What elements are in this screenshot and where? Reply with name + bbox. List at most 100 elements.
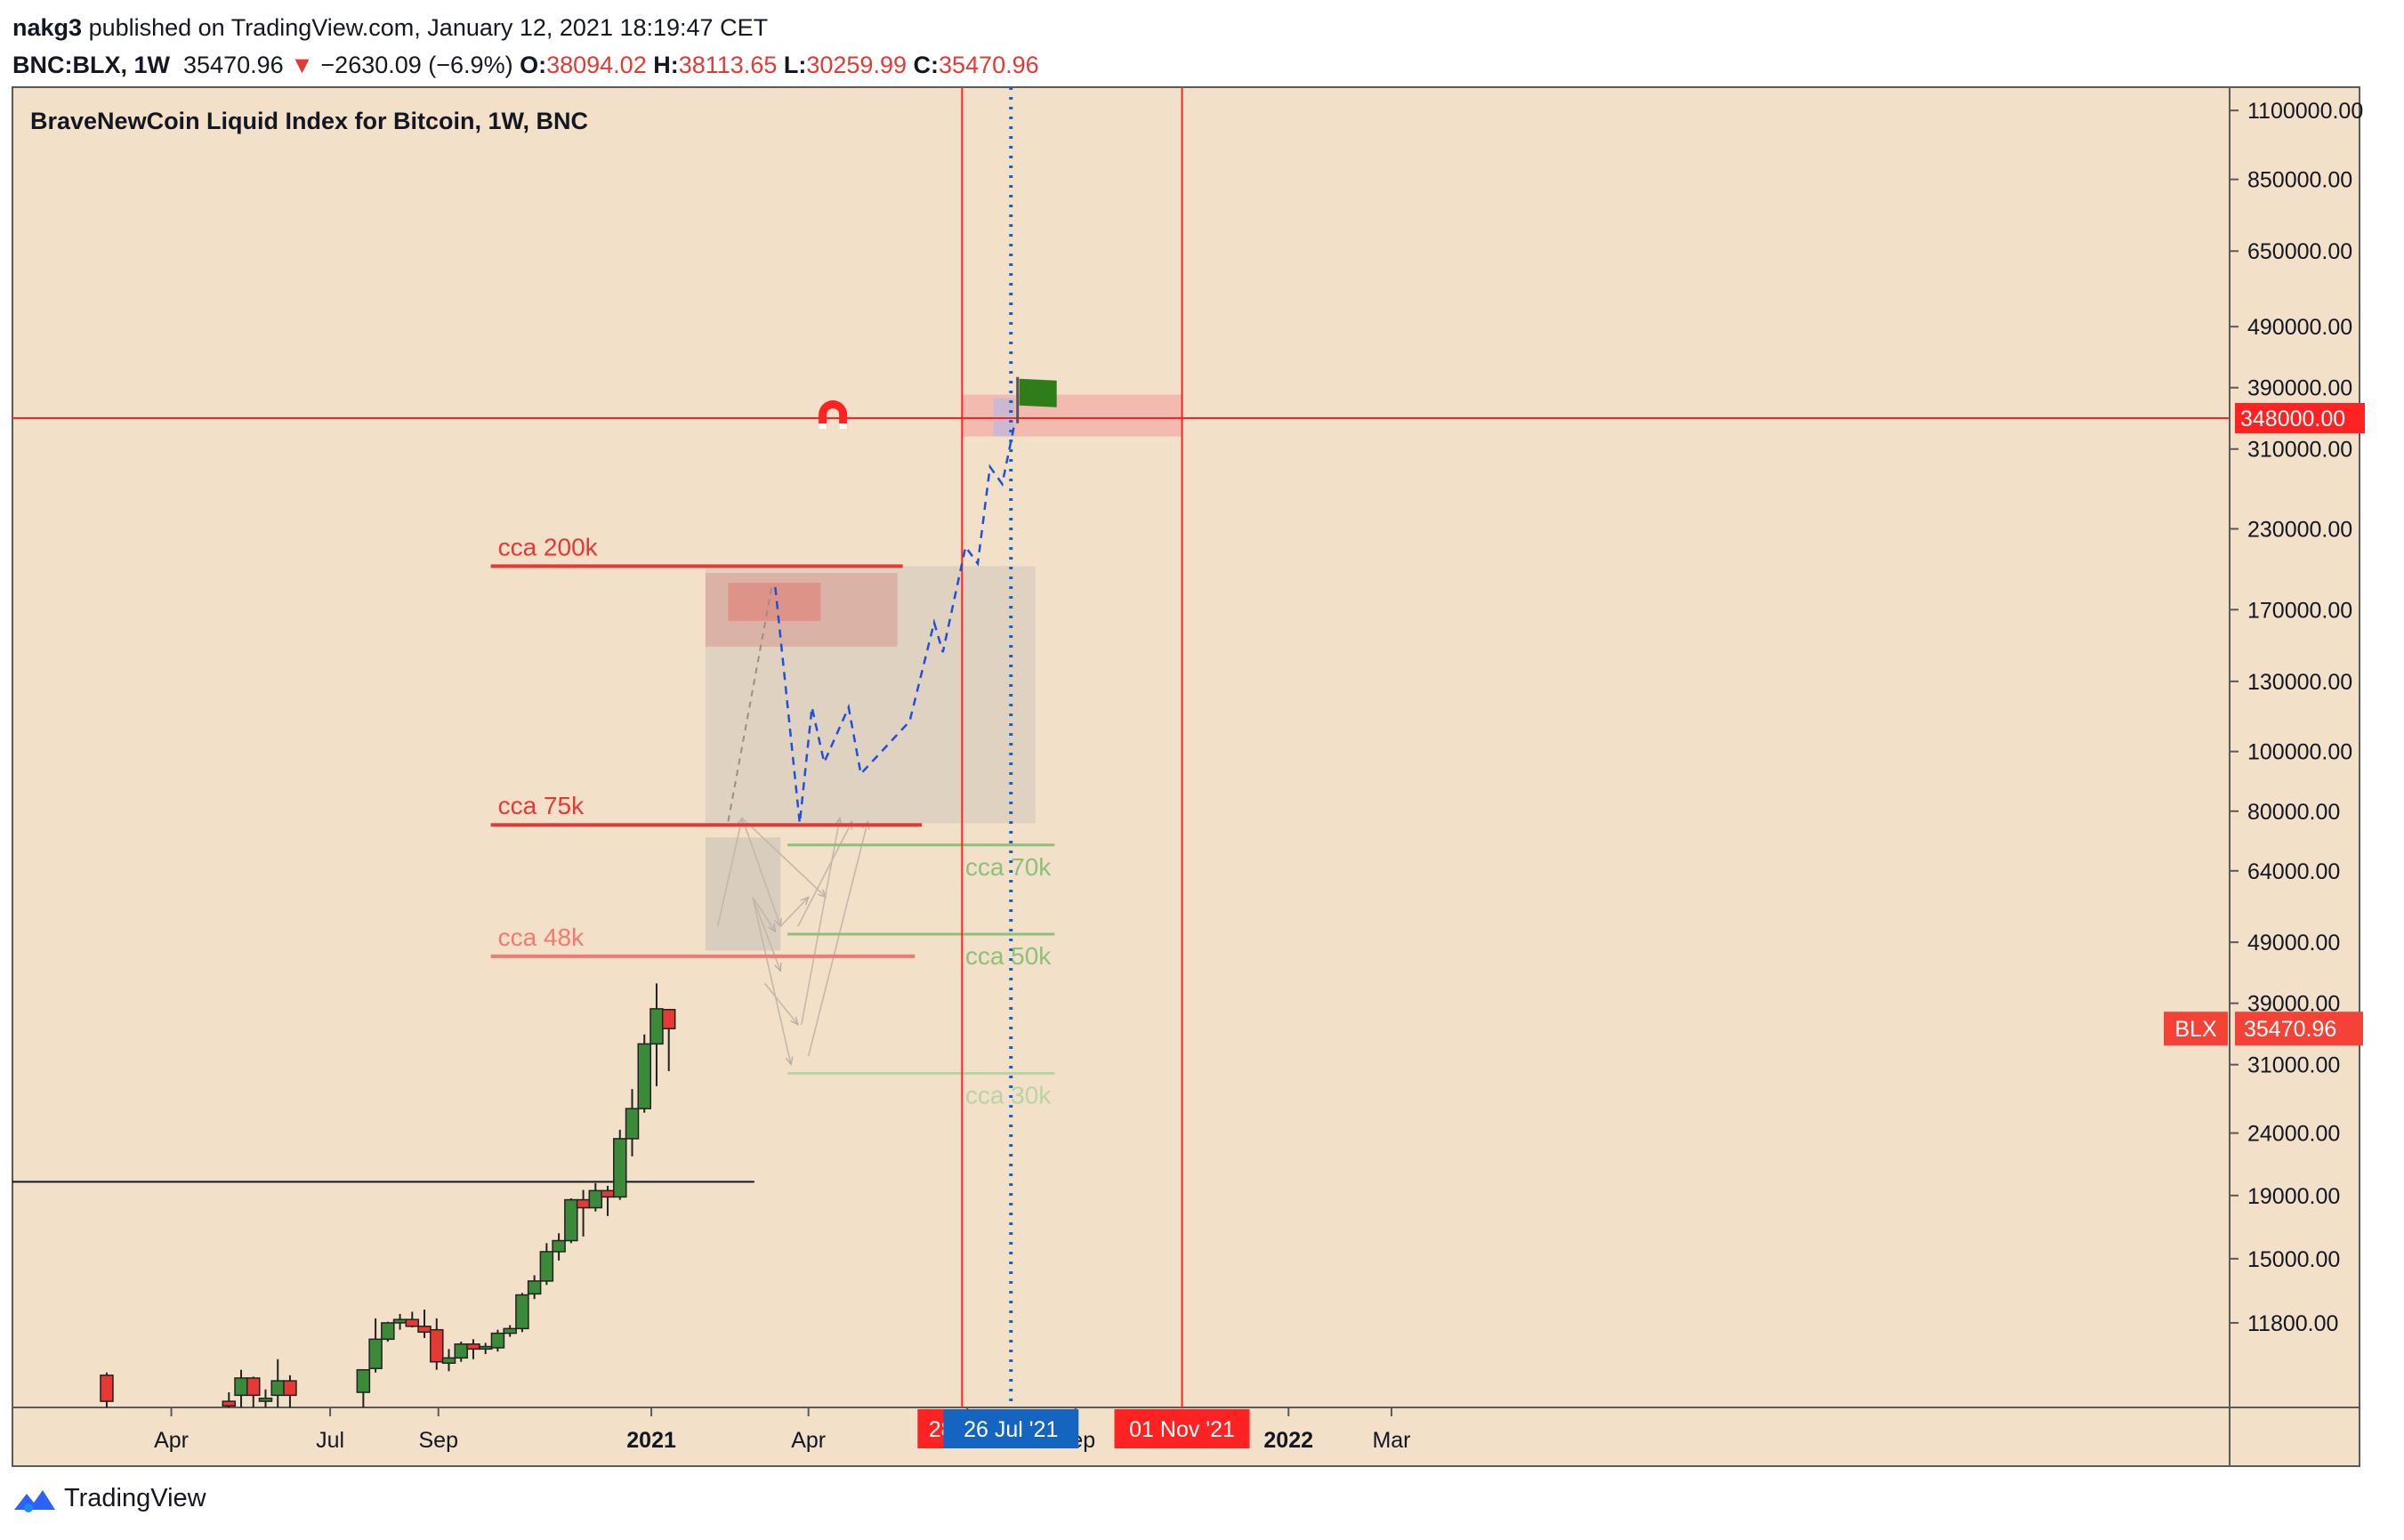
candle[interactable] <box>661 1009 676 1071</box>
candle-body <box>392 1318 407 1324</box>
candle[interactable] <box>588 1182 603 1212</box>
ohlc-line: BNC:BLX, 1W 35470.96 ▼ −2630.09 (−6.9%) … <box>12 46 1039 84</box>
candle[interactable] <box>552 1233 566 1261</box>
scenario-arrow-5 <box>752 896 776 931</box>
level-label-cca-48k: cca 48k <box>498 923 585 951</box>
open-label: O: <box>520 52 547 78</box>
candle-body <box>430 1328 444 1363</box>
candle-body <box>405 1318 420 1327</box>
scenario-arrow-6 <box>752 897 780 971</box>
x-tick-label: Apr <box>791 1428 826 1453</box>
footer-brand[interactable]: TradingView <box>64 1484 206 1512</box>
candle[interactable] <box>356 1368 371 1407</box>
candle[interactable] <box>503 1325 517 1337</box>
magnet-tip-right <box>839 423 848 430</box>
publish-line: nakg3 published on TradingView.com, Janu… <box>12 9 1039 46</box>
scenario-arrow-11 <box>807 821 868 1057</box>
symbol-tag <box>2164 1012 2228 1046</box>
y-tick-label: 31000.00 <box>2247 1053 2340 1078</box>
candle[interactable] <box>490 1329 505 1352</box>
candle-body <box>441 1357 456 1364</box>
y-tick-label: 850000.00 <box>2247 168 2352 193</box>
candle-body <box>417 1326 432 1334</box>
candle[interactable] <box>368 1318 383 1373</box>
close-value: 35470.96 <box>939 52 1039 78</box>
last-price: 35470.96 <box>183 52 284 78</box>
candle-body <box>649 1008 664 1045</box>
chart-header: nakg3 published on TradingView.com, Janu… <box>12 9 1039 84</box>
candle-body <box>222 1400 237 1407</box>
y-tick-label: 49000.00 <box>2247 931 2340 955</box>
candle-body <box>515 1294 529 1330</box>
candle[interactable] <box>564 1197 578 1244</box>
candle[interactable] <box>222 1392 237 1407</box>
candle-body <box>368 1338 383 1369</box>
level-label-cca-50k: cca 50k <box>965 942 1052 970</box>
candle[interactable] <box>100 1372 114 1407</box>
candle[interactable] <box>539 1243 554 1286</box>
symbol-label: BNC:BLX, 1W <box>12 52 170 78</box>
level-label-cca-70k: cca 70k <box>965 853 1052 881</box>
candle[interactable] <box>527 1275 542 1300</box>
candle-body <box>564 1198 578 1242</box>
level-label-cca-75k: cca 75k <box>498 792 585 819</box>
date-tag-label: 01 Nov '21 <box>1129 1417 1235 1442</box>
y-tick-label: 230000.00 <box>2247 517 2352 542</box>
candle-body <box>661 1009 676 1029</box>
y-tick-label: 100000.00 <box>2247 740 2352 765</box>
candle[interactable] <box>258 1389 273 1407</box>
y-tick-label: 80000.00 <box>2247 800 2340 825</box>
magnet-icon <box>819 400 848 430</box>
y-tick-label: 130000.00 <box>2247 670 2352 695</box>
candle[interactable] <box>430 1318 444 1370</box>
y-tick-label: 390000.00 <box>2247 376 2352 401</box>
footer: TradingView <box>12 1484 206 1513</box>
candle[interactable] <box>613 1129 627 1200</box>
flag-icon <box>1016 376 1057 423</box>
y-tick-label: 24000.00 <box>2247 1122 2340 1147</box>
level-label-cca-30k: cca 30k <box>965 1082 1052 1109</box>
y-tick-label: 11800.00 <box>2247 1311 2338 1336</box>
publisher-name[interactable]: nakg3 <box>12 14 83 41</box>
x-tick-label: Mar <box>1372 1428 1410 1453</box>
candle[interactable] <box>246 1376 261 1407</box>
candle[interactable] <box>441 1349 456 1372</box>
scenario-arrow-10 <box>797 821 852 927</box>
candle[interactable] <box>454 1342 468 1362</box>
y-tick-label: 1100000.00 <box>2247 99 2363 124</box>
candle-body <box>576 1198 591 1209</box>
y-tick-label: 15000.00 <box>2247 1247 2340 1272</box>
candle[interactable] <box>283 1375 297 1407</box>
y-tick-label: 19000.00 <box>2247 1184 2340 1209</box>
zone-3 <box>705 566 1036 824</box>
x-tick-label: Jul <box>316 1428 344 1453</box>
candle-body <box>539 1251 554 1282</box>
candle[interactable] <box>515 1293 529 1333</box>
last-price-tag <box>2235 1012 2363 1046</box>
close-label: C: <box>913 52 940 78</box>
chart-title: BraveNewCoin Liquid Index for Bitcoin, 1… <box>30 108 588 134</box>
flag-cloth <box>1019 378 1057 407</box>
low-value: 30259.99 <box>806 52 907 78</box>
candle[interactable] <box>405 1311 420 1328</box>
scenario-arrow-7 <box>752 897 791 1064</box>
tradingview-logo-icon[interactable] <box>12 1485 57 1513</box>
bull-projection-path <box>774 423 1016 824</box>
candle-body <box>234 1377 248 1397</box>
candle[interactable] <box>625 1089 640 1157</box>
scenario-arrow-1 <box>716 818 742 927</box>
down-arrow-icon: ▼ <box>290 52 314 78</box>
date-tag-label: 26 Jul '21 <box>964 1417 1058 1442</box>
candle[interactable] <box>637 1034 651 1113</box>
candle-body <box>601 1189 615 1198</box>
y-tick-label: 310000.00 <box>2247 438 2352 463</box>
y-tick-label: 650000.00 <box>2247 239 2352 264</box>
candle[interactable] <box>381 1321 395 1342</box>
date-tag-01-nov-21 <box>1114 1409 1250 1448</box>
plot-area: cca 200k cca 75k cca 48k cca 70k cca 50k cca … <box>12 87 2230 1407</box>
gray-projection-path <box>727 586 773 822</box>
candle-body <box>637 1043 651 1109</box>
candle-body <box>466 1343 480 1351</box>
candle-body <box>283 1380 297 1397</box>
